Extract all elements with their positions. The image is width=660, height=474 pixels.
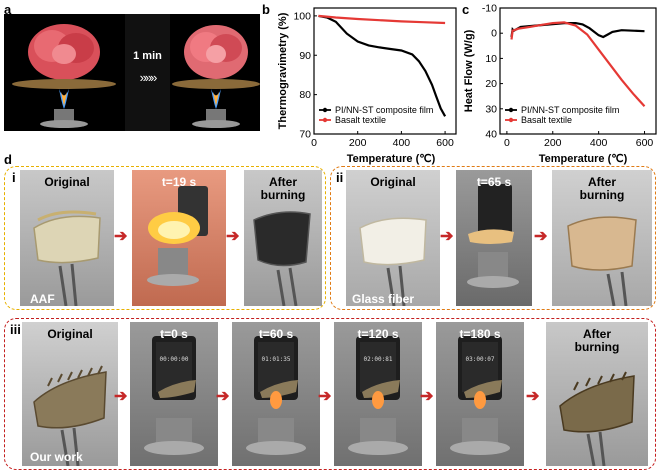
label-time-iii-1: t=60 s (258, 327, 294, 341)
b-xtick-label: 200 (349, 137, 367, 149)
rose-photo-before (4, 14, 125, 131)
roman-label-i: i (12, 170, 16, 185)
roman-label-ii: ii (336, 170, 344, 185)
arrow-right-icon: ➔ (114, 388, 128, 405)
ourwork-burn-frame-1: 01:01:35 t=60 s (232, 322, 320, 466)
ourwork-burn-frame-2: 02:00:81 t=120 s (334, 322, 422, 466)
rose-before-drawing (12, 24, 116, 128)
b-ytick-label: 100 (293, 10, 311, 22)
ourwork-after-photo (546, 322, 648, 466)
chevron-arrows-icon: »»» (139, 70, 158, 85)
material-label-aaf: AAF (30, 292, 55, 306)
panel-label-d: d (4, 152, 12, 167)
panel-label-c: c (462, 2, 470, 17)
label-time-iii-2: t=120 s (357, 327, 399, 341)
arrow-right-icon: ➔ (114, 228, 128, 245)
stopwatch-readout: 00:00:00 (159, 356, 189, 363)
ourwork-original-photo (22, 322, 118, 466)
arrow-right-icon: ➔ (318, 388, 332, 405)
c-legend-label: Basalt textile (521, 115, 572, 125)
arrow-right-icon: ➔ (526, 388, 540, 405)
c-ytick-label: -10 (482, 3, 497, 15)
c-ytick-label: 0 (491, 28, 497, 40)
aaf-after-photo (244, 170, 322, 306)
glass-burning-photo (456, 170, 532, 306)
b-series-line-0 (318, 14, 447, 117)
c-series-line-0 (510, 22, 645, 39)
b-ylabel: Thermogravimetry (%) (277, 12, 289, 129)
glass-original-photo (346, 170, 440, 306)
roman-label-iii: iii (10, 322, 21, 337)
arrow-right-icon: ➔ (420, 388, 434, 405)
aaf-original-photo (20, 170, 114, 306)
b-xtick-label: 0 (311, 137, 317, 149)
c-ylabel: Heat Flow (W/g) (463, 29, 475, 112)
stopwatch-readout: 01:01:35 (261, 356, 291, 363)
arrow-right-icon: ➔ (534, 228, 548, 245)
rose-photo-after (170, 14, 260, 131)
ourwork-burn-frame-3: 03:00:07 t=180 s (436, 322, 524, 466)
c-ytick-label: 40 (485, 129, 497, 141)
b-legend-label: PI/NN-ST composite film (335, 105, 433, 115)
c-plot-frame (499, 7, 657, 135)
glass-after-photo (552, 170, 652, 306)
label-original-ii: Original (370, 175, 416, 189)
b-legend-marker (322, 117, 328, 123)
chart-c-xlabel: Temperature (℃) (538, 153, 628, 165)
material-label-our-work: Our work (30, 450, 83, 464)
label-time-ii: t=65 s (476, 175, 512, 189)
c-xtick-label: 200 (544, 137, 562, 149)
b-ytick-label: 80 (299, 89, 311, 101)
c-ytick-label: 20 (485, 78, 497, 90)
b-legend-marker (322, 107, 328, 113)
b-ytick-label: 90 (299, 50, 311, 62)
label-after-i: After burning (260, 175, 306, 202)
arrow-right-icon: ➔ (440, 228, 454, 245)
material-label-glass-fiber: Glass fiber (352, 292, 415, 306)
label-after-ii: After burning (579, 175, 625, 202)
c-xtick-label: 400 (590, 137, 608, 149)
stopwatch-readout: 02:00:81 (363, 356, 393, 363)
time-label: 1 min (133, 50, 162, 62)
stopwatch-readout: 03:00:07 (465, 356, 495, 363)
group-box-our-work (4, 318, 656, 470)
label-original-i: Original (44, 175, 90, 189)
panel-label-a: a (4, 2, 12, 17)
chart-dsc: 0 200 400 600 -10 0 10 20 30 40 Heat Flow (W/g) PI/… (463, 3, 657, 149)
c-legend-marker (508, 117, 514, 123)
c-series-line-1 (510, 21, 646, 108)
chart-tga: 0 200 400 600 70 80 90 100 Thermogravimetry (%) P… (277, 7, 457, 149)
b-ytick-label: 70 (299, 129, 311, 141)
b-legend-label: Basalt textile (335, 115, 386, 125)
time-arrow-panel: 1 min »»» (125, 14, 170, 131)
c-legend-marker (508, 107, 514, 113)
b-xtick-label: 600 (436, 137, 454, 149)
label-time-i: t=19 s (161, 175, 197, 189)
chart-b-xlabel: Temperature (℃) (346, 153, 436, 165)
b-series-line-1 (318, 14, 446, 25)
arrow-right-icon: ➔ (226, 228, 240, 245)
rose-after-drawing (172, 25, 260, 128)
c-legend-label: PI/NN-ST composite film (521, 105, 619, 115)
c-xtick-label: 0 (504, 137, 510, 149)
group-box-aaf (4, 166, 326, 310)
ourwork-burn-frame-0: 00:00:00 t=0 s (130, 322, 218, 466)
aaf-burning-photo (132, 170, 226, 306)
c-ytick-label: 10 (485, 53, 497, 65)
b-xtick-label: 400 (393, 137, 411, 149)
c-xtick-label: 600 (636, 137, 654, 149)
c-ytick-label: 30 (485, 103, 497, 115)
b-plot-frame (313, 7, 457, 135)
label-after-iii: After burning (574, 327, 620, 354)
arrow-right-icon: ➔ (216, 388, 230, 405)
label-time-iii-3: t=180 s (459, 327, 501, 341)
group-box-glass-fiber (330, 166, 656, 310)
label-time-iii-0: t=0 s (160, 327, 188, 341)
panel-label-b: b (262, 2, 270, 17)
label-original-iii: Original (47, 327, 93, 341)
